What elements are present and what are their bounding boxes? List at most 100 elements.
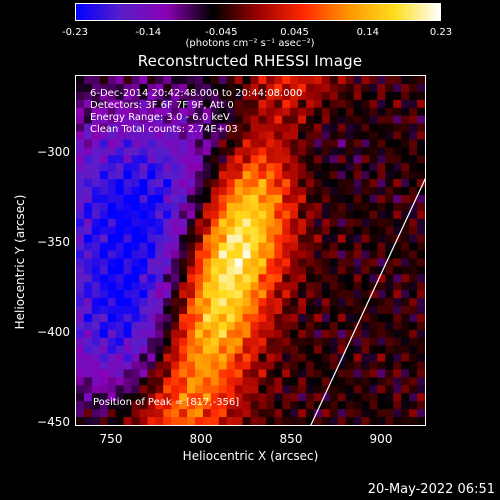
heatmap-cell bbox=[298, 155, 307, 164]
heatmap-cell bbox=[171, 337, 180, 347]
heatmap-cell bbox=[202, 76, 212, 85]
heatmap-cell bbox=[385, 282, 394, 291]
heatmap-cell bbox=[91, 218, 101, 228]
heatmap-cell bbox=[210, 242, 220, 252]
heatmap-cell bbox=[210, 91, 220, 101]
heatmap-cell bbox=[409, 369, 418, 379]
heatmap-cell bbox=[266, 409, 275, 418]
heatmap-cell bbox=[345, 250, 355, 260]
heatmap-cell bbox=[274, 218, 283, 228]
heatmap-cell bbox=[194, 194, 204, 204]
heatmap-cell bbox=[409, 290, 418, 299]
heatmap-cell bbox=[202, 417, 212, 425]
heatmap-cell bbox=[258, 187, 267, 196]
heatmap-cell bbox=[107, 393, 117, 402]
heatmap-cell bbox=[202, 313, 212, 323]
heatmap-cell bbox=[313, 337, 323, 347]
heatmap-cell bbox=[258, 337, 267, 347]
heatmap-cell bbox=[155, 210, 164, 220]
heatmap-cell bbox=[171, 393, 180, 402]
heatmap-cell bbox=[274, 345, 283, 355]
heatmap-cell bbox=[401, 313, 410, 323]
heatmap-cell bbox=[226, 353, 236, 363]
heatmap-cell bbox=[163, 417, 172, 425]
heatmap-cell bbox=[377, 353, 386, 363]
x-tick-label: 750 bbox=[99, 432, 123, 446]
heatmap-cell bbox=[353, 274, 363, 283]
heatmap-cell bbox=[329, 353, 339, 363]
heatmap-cell bbox=[139, 147, 148, 156]
heatmap-cell bbox=[131, 377, 141, 386]
heatmap-cell bbox=[290, 226, 299, 236]
heatmap-cell bbox=[329, 147, 339, 156]
heatmap-cell bbox=[385, 353, 394, 363]
heatmap-cell bbox=[131, 226, 141, 236]
heatmap-cell bbox=[266, 115, 275, 125]
heatmap-cell bbox=[83, 274, 93, 283]
heatmap-cell bbox=[187, 274, 196, 283]
colorbar bbox=[75, 3, 441, 21]
heatmap-cell bbox=[353, 76, 363, 85]
heatmap-cell bbox=[91, 401, 101, 410]
heatmap-cell bbox=[393, 210, 402, 220]
heatmap-cell bbox=[266, 139, 275, 148]
heatmap-cell bbox=[377, 83, 386, 93]
heatmap-cell bbox=[139, 99, 148, 109]
heatmap-cell bbox=[361, 313, 371, 323]
heatmap-cell bbox=[282, 290, 291, 299]
heatmap-cell bbox=[210, 369, 220, 379]
heatmap-cell bbox=[83, 123, 93, 133]
heatmap-cell bbox=[361, 187, 371, 196]
heatmap-cell bbox=[107, 298, 117, 307]
heatmap-cell bbox=[377, 123, 386, 133]
heatmap-cell bbox=[250, 345, 260, 355]
heatmap-cell bbox=[417, 266, 425, 275]
heatmap-cell bbox=[115, 242, 125, 252]
heatmap-cell bbox=[417, 385, 425, 394]
heatmap-cell bbox=[171, 99, 180, 109]
heatmap-cell bbox=[361, 409, 371, 418]
heatmap-cell bbox=[226, 274, 236, 283]
heatmap-cell bbox=[409, 218, 418, 228]
heatmap-cell bbox=[313, 194, 323, 204]
heatmap-cell bbox=[329, 123, 339, 133]
heatmap-cell bbox=[202, 187, 212, 196]
heatmap-cell bbox=[369, 194, 379, 204]
heatmap-cell bbox=[123, 107, 133, 117]
heatmap-cell bbox=[274, 155, 283, 164]
heatmap-cell bbox=[266, 393, 275, 402]
heatmap-cell bbox=[361, 234, 371, 244]
heatmap-cell bbox=[393, 76, 402, 85]
heatmap-cell bbox=[282, 242, 291, 252]
heatmap-cell bbox=[409, 187, 418, 196]
heatmap-cell bbox=[163, 290, 172, 299]
heatmap-cell bbox=[250, 218, 260, 228]
heatmap-cell bbox=[250, 321, 260, 331]
heatmap-cell bbox=[187, 123, 196, 133]
heatmap-cell bbox=[99, 329, 109, 339]
heatmap-cell bbox=[131, 99, 141, 109]
heatmap-cell bbox=[91, 306, 101, 315]
heatmap-cell bbox=[385, 123, 394, 133]
heatmap-cell bbox=[234, 242, 244, 252]
heatmap-cell bbox=[337, 329, 347, 339]
heatmap-cell bbox=[266, 306, 275, 315]
heatmap-cell bbox=[194, 337, 204, 347]
heatmap-cell bbox=[91, 163, 101, 172]
heatmap-cell bbox=[107, 401, 117, 410]
heatmap-cell bbox=[313, 226, 323, 236]
heatmap-cell bbox=[115, 107, 125, 117]
heatmap-cell bbox=[171, 242, 180, 252]
heatmap-cell bbox=[409, 377, 418, 386]
heatmap-cell bbox=[266, 417, 275, 425]
heatmap-cell bbox=[242, 274, 252, 283]
heatmap-cell bbox=[76, 123, 85, 133]
heatmap-cell bbox=[83, 290, 93, 299]
heatmap-cell bbox=[234, 107, 244, 117]
heatmap-cell bbox=[107, 163, 117, 172]
heatmap-cell bbox=[250, 202, 260, 212]
heatmap-cell bbox=[76, 266, 85, 275]
heatmap-cell bbox=[306, 321, 315, 331]
heatmap-cell bbox=[258, 83, 267, 93]
heatmap-cell bbox=[147, 313, 156, 323]
